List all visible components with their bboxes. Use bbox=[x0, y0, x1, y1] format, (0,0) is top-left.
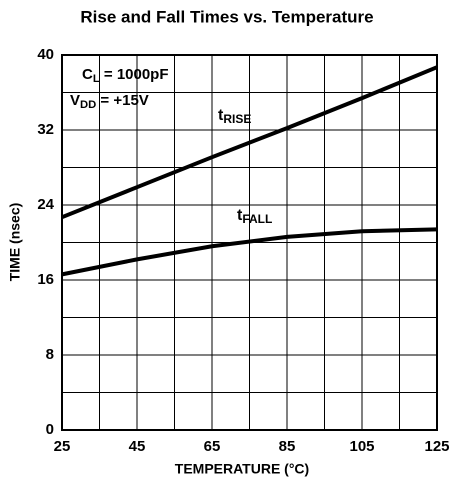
series-label-part: t bbox=[237, 207, 243, 224]
annotation-part: L bbox=[93, 73, 100, 85]
chart-title: Rise and Fall Times vs. Temperature bbox=[80, 7, 373, 26]
y-tick-label: 32 bbox=[37, 121, 54, 138]
x-tick-label: 65 bbox=[204, 438, 221, 455]
annotation-part: = 1000pF bbox=[100, 66, 169, 83]
y-tick-label: 8 bbox=[46, 346, 54, 363]
line bbox=[61, 227, 438, 277]
x-tick-label: 25 bbox=[54, 438, 71, 455]
series-label-part: FALL bbox=[242, 212, 272, 226]
annotation-part: = +15V bbox=[96, 92, 149, 109]
y-tick-label: 16 bbox=[37, 271, 54, 288]
annotation: CL = 1000pF bbox=[82, 66, 169, 85]
series-label: tRISE bbox=[218, 107, 251, 126]
x-tick-label: 125 bbox=[424, 438, 449, 455]
x-axis-title: TEMPERATURE (°C) bbox=[175, 461, 309, 477]
series-label-part: RISE bbox=[223, 112, 251, 126]
annotation-part: V bbox=[70, 92, 80, 109]
x-tick-label: 105 bbox=[349, 438, 374, 455]
y-tick-label: 0 bbox=[46, 421, 54, 438]
series-label: tFALL bbox=[237, 207, 272, 226]
y-tick-label: 40 bbox=[37, 46, 54, 63]
series-label-part: t bbox=[218, 107, 224, 124]
annotation: VDD = +15V bbox=[70, 92, 149, 111]
y-tick-label: 24 bbox=[37, 196, 54, 213]
y-axis-title: TIME (nsec) bbox=[7, 203, 23, 282]
annotation-part: C bbox=[82, 66, 93, 83]
annotation-part: DD bbox=[80, 99, 96, 111]
x-tick-label: 45 bbox=[129, 438, 146, 455]
plot-frame bbox=[61, 54, 438, 431]
x-tick-label: 85 bbox=[279, 438, 296, 455]
line bbox=[61, 65, 438, 220]
